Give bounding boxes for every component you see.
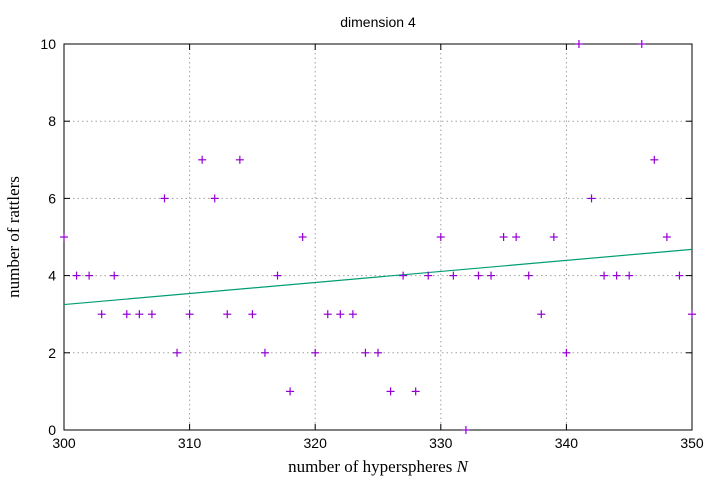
data-point bbox=[675, 271, 684, 280]
fit-line bbox=[63, 248, 693, 306]
data-point bbox=[185, 310, 194, 319]
data-point bbox=[97, 310, 106, 319]
data-point bbox=[235, 155, 244, 164]
data-point bbox=[537, 310, 546, 319]
data-point bbox=[361, 348, 370, 357]
data-point bbox=[424, 271, 433, 280]
data-point bbox=[524, 271, 533, 280]
data-point bbox=[273, 271, 282, 280]
data-points bbox=[60, 40, 696, 434]
data-point bbox=[461, 426, 470, 434]
data-point bbox=[374, 348, 382, 357]
data-point bbox=[223, 310, 232, 319]
x-tick-label: 320 bbox=[304, 435, 328, 451]
y-tick-label: 2 bbox=[48, 345, 56, 361]
y-axis-label: number of rattlers bbox=[4, 176, 23, 298]
data-point bbox=[600, 271, 609, 280]
data-point bbox=[122, 310, 131, 319]
grid-lines bbox=[64, 44, 692, 430]
data-point bbox=[562, 348, 571, 357]
data-point bbox=[260, 348, 269, 357]
data-point bbox=[688, 310, 696, 319]
data-point bbox=[198, 155, 207, 164]
data-point bbox=[612, 271, 621, 280]
data-point bbox=[298, 233, 307, 241]
data-point bbox=[248, 310, 257, 319]
data-point bbox=[72, 271, 81, 280]
y-tick-label: 4 bbox=[48, 268, 56, 284]
data-point bbox=[587, 194, 596, 203]
chart-title: dimension 4 bbox=[340, 14, 416, 30]
y-tick-label: 6 bbox=[48, 190, 56, 206]
x-axis-label-variable: N bbox=[456, 457, 470, 476]
data-point bbox=[436, 233, 445, 241]
x-tick-label: 330 bbox=[429, 435, 453, 451]
data-point bbox=[110, 271, 119, 280]
data-point bbox=[487, 271, 496, 280]
x-tick-label: 310 bbox=[178, 435, 202, 451]
data-point bbox=[399, 271, 408, 280]
data-point bbox=[85, 271, 94, 280]
plot-frame bbox=[63, 43, 693, 431]
y-tick-label: 0 bbox=[48, 422, 56, 438]
data-point bbox=[449, 271, 458, 280]
data-point bbox=[549, 233, 558, 241]
y-tick-label: 10 bbox=[40, 36, 56, 52]
x-tick-label: 300 bbox=[52, 435, 76, 451]
data-point bbox=[60, 233, 68, 241]
x-tick-label: 340 bbox=[555, 435, 579, 451]
y-tick-label: 8 bbox=[48, 113, 56, 129]
data-point bbox=[386, 387, 395, 396]
axis-ticks: 300 310 320 330 340 350 0 2 4 6 8 10 bbox=[40, 36, 703, 451]
data-point bbox=[135, 310, 144, 319]
data-point bbox=[499, 233, 508, 241]
data-point bbox=[411, 387, 420, 396]
data-point bbox=[160, 194, 169, 203]
data-point bbox=[474, 271, 483, 280]
data-point bbox=[512, 233, 521, 241]
data-point bbox=[637, 40, 646, 48]
x-tick-label: 350 bbox=[680, 435, 704, 451]
data-point bbox=[348, 310, 357, 319]
data-point bbox=[311, 348, 320, 357]
x-axis-label: number of hyperspheres N bbox=[288, 457, 470, 476]
data-point bbox=[650, 155, 659, 164]
data-point bbox=[147, 310, 156, 319]
data-point bbox=[625, 271, 634, 280]
data-point bbox=[210, 194, 219, 203]
data-point bbox=[662, 233, 671, 241]
x-axis-label-text: number of hyperspheres bbox=[288, 457, 452, 476]
fit-line-layer bbox=[63, 248, 693, 306]
data-point bbox=[574, 40, 583, 48]
data-point bbox=[323, 310, 332, 319]
data-point bbox=[336, 310, 345, 319]
data-point bbox=[173, 348, 182, 357]
data-point bbox=[286, 387, 295, 396]
